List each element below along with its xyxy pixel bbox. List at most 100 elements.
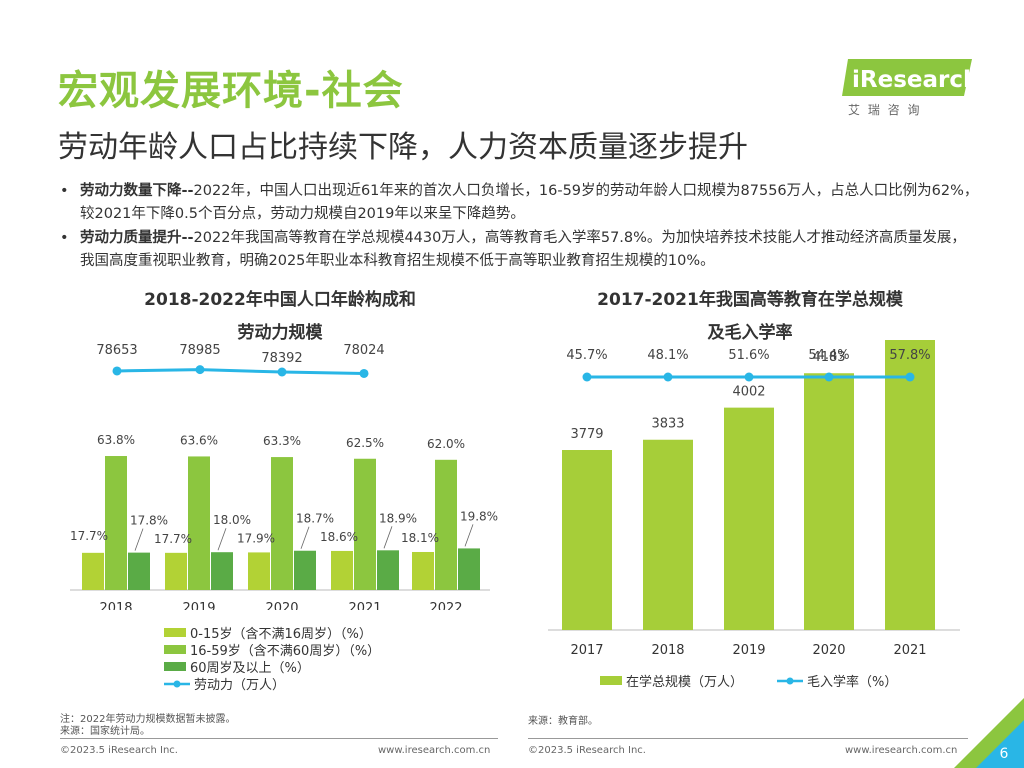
- chart2-svg: 3779201738332018400220194183202044302021…: [548, 340, 960, 658]
- labor-force-point: [359, 368, 369, 378]
- data-label: 63.8%: [97, 433, 135, 447]
- labor-force-point: [195, 365, 205, 375]
- bar-enrollment: [724, 407, 774, 630]
- chart1-svg: 2018 63.8% 17.7% 17.8% 2019 63.6% 17.7% 18.0% 20…: [70, 343, 498, 610]
- legend-swatch: [600, 676, 622, 685]
- x-tick-label: 2021: [348, 601, 381, 610]
- line-data-label: 45.7%: [566, 348, 607, 363]
- chart2-title-line1: 2017-2021年我国高等教育在学总规模: [597, 290, 903, 310]
- bar-age-16-59: [435, 459, 457, 590]
- bar-age-60-plus: [128, 552, 150, 590]
- label-leader: [134, 528, 144, 551]
- data-label: 62.5%: [346, 436, 384, 450]
- logo-subtext: 艾 瑞 咨 询: [848, 102, 921, 117]
- label-leader: [464, 524, 474, 547]
- x-tick-label: 2020: [812, 643, 845, 658]
- bar-age-0-15: [165, 552, 187, 590]
- data-label: 17.8%: [130, 514, 168, 528]
- line-data-label: 78985: [179, 343, 220, 358]
- bar-age-16-59: [188, 456, 210, 590]
- data-label: 18.6%: [320, 530, 358, 544]
- x-tick-label: 2017: [570, 643, 603, 658]
- legend-label: 0-15岁（含不满16周岁）（%）: [190, 627, 372, 642]
- enrollment-rate-point: [582, 372, 592, 382]
- data-label: 62.0%: [427, 437, 465, 451]
- bullet-item: 劳动力数量下降--2022年，中国人口出现近61年来的首次人口负增长，16-59…: [60, 180, 980, 226]
- data-label: 18.1%: [401, 531, 439, 545]
- line-data-label: 78392: [261, 351, 302, 366]
- legend-item: 60周岁及以上（%）: [164, 658, 380, 676]
- bullet-heading: 劳动力质量提升--: [80, 230, 194, 246]
- labor-force-point: [277, 367, 287, 377]
- bullet-text: 2022年我国高等教育在学总规模4430万人，高等教育毛入学率57.8%。为加快…: [80, 230, 966, 269]
- labor-force-point: [112, 366, 122, 376]
- bar-enrollment: [804, 373, 854, 630]
- bar-enrollment: [885, 340, 935, 630]
- labor-force-line: [116, 368, 365, 375]
- line-data-label: 54.4%: [808, 348, 849, 363]
- chart2-title-line2: 及毛入学率: [707, 323, 793, 343]
- chart1-legend: 0-15岁（含不满16周岁）（%） 16-59岁（含不满60周岁）（%） 60周…: [164, 624, 380, 693]
- data-label: 17.7%: [70, 529, 108, 543]
- data-label: 3779: [570, 427, 603, 442]
- legend-item: 0-15岁（含不满16周岁）（%）: [164, 624, 380, 642]
- bar-age-60-plus: [294, 550, 316, 590]
- enrollment-rate-point: [824, 372, 834, 382]
- x-tick-label: 2022: [429, 601, 462, 610]
- bar-age-0-15: [248, 552, 270, 590]
- legend-swatch: [164, 628, 186, 637]
- legend-item: 毛入学率（%）: [777, 672, 898, 690]
- line-data-label: 78024: [343, 343, 384, 358]
- chart2-legend: 在学总规模（万人） 毛入学率（%）: [600, 672, 898, 690]
- chart1-notes: 注：2022年劳动力规模数据暂未披露。 来源：国家统计局。: [60, 714, 235, 738]
- line-data-label: 48.1%: [647, 348, 688, 363]
- chart2-notes: 来源：教育部。: [528, 716, 598, 728]
- bar-age-16-59: [105, 456, 127, 590]
- label-leader: [217, 528, 227, 551]
- bullet-heading: 劳动力数量下降--: [80, 183, 194, 199]
- line-data-label: 57.8%: [889, 348, 930, 363]
- label-leader: [383, 526, 393, 549]
- x-tick-label: 2018: [99, 601, 132, 610]
- bar-age-60-plus: [211, 552, 233, 590]
- data-label: 17.9%: [237, 531, 275, 545]
- page-title: 宏观发展环境-社会: [58, 68, 404, 114]
- x-tick-label: 2020: [265, 601, 298, 610]
- data-label: 17.7%: [154, 532, 192, 546]
- footer-divider-right: [528, 738, 968, 739]
- bullet-item: 劳动力质量提升--2022年我国高等教育在学总规模4430万人，高等教育毛入学率…: [60, 227, 980, 273]
- chart1-title-line2: 劳动力规模: [237, 323, 323, 343]
- x-tick-label: 2019: [182, 601, 215, 610]
- bar-age-60-plus: [377, 550, 399, 590]
- label-leader: [300, 526, 310, 549]
- bullet-list: 劳动力数量下降--2022年，中国人口出现近61年来的首次人口负增长，16-59…: [60, 180, 980, 274]
- x-tick-label: 2018: [651, 643, 684, 658]
- chart2-title: 2017-2021年我国高等教育在学总规模 及毛入学率: [540, 284, 960, 350]
- line-data-label: 78653: [96, 343, 137, 358]
- legend-item: 16-59岁（含不满60周岁）（%）: [164, 641, 380, 659]
- data-label: 4183: [812, 350, 845, 365]
- bar-age-16-59: [354, 458, 376, 590]
- data-label: 4002: [732, 385, 765, 400]
- chart1-title-line1: 2018-2022年中国人口年龄构成和: [144, 290, 416, 310]
- x-tick-label: 2019: [732, 643, 765, 658]
- data-label: 18.7%: [296, 512, 334, 526]
- legend-label: 毛入学率（%）: [807, 675, 898, 690]
- bar-age-60-plus: [458, 548, 480, 590]
- data-label: 3833: [651, 417, 684, 432]
- page-number: 6: [1000, 746, 1009, 762]
- bar-enrollment: [643, 439, 693, 630]
- data-label: 19.8%: [460, 509, 498, 523]
- legend-label: 劳动力（万人）: [194, 678, 286, 693]
- enrollment-rate-point: [663, 372, 673, 382]
- legend-line-swatch: [777, 677, 804, 684]
- legend-item: 在学总规模（万人）: [600, 672, 743, 690]
- bar-age-16-59: [271, 457, 293, 590]
- bar-age-0-15: [412, 551, 434, 590]
- legend-swatch: [164, 645, 186, 654]
- legend-item: 劳动力（万人）: [164, 675, 380, 693]
- source-line: 来源：教育部。: [528, 716, 598, 727]
- footer-url-left: www.iresearch.com.cn: [378, 745, 491, 756]
- line-data-label: 51.6%: [728, 348, 769, 363]
- data-label: 63.3%: [263, 434, 301, 448]
